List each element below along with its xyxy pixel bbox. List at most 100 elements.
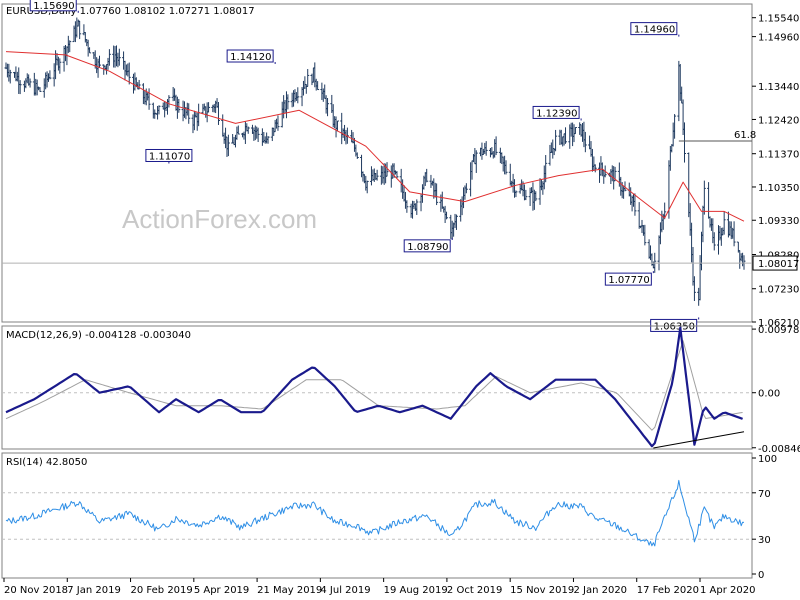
ohlc-bar bbox=[216, 102, 220, 125]
price-annotation-label: 1.15690 bbox=[33, 1, 74, 12]
ohlc-bar bbox=[385, 162, 389, 177]
rsi-tick-label: 100 bbox=[758, 454, 777, 465]
x-tick-label: 20 Nov 2018 bbox=[4, 585, 68, 596]
ohlc-bar bbox=[643, 224, 647, 246]
macd-tick-label: 0.00 bbox=[758, 389, 780, 400]
ohlc-bar bbox=[732, 221, 736, 247]
price-tick-label: 1.06210 bbox=[758, 318, 799, 329]
price-annotation-box bbox=[29, 0, 77, 12]
rsi-panel: RSI(14) 42.8050 100 70 30 0 bbox=[1, 452, 777, 581]
ohlc-bar bbox=[554, 129, 558, 152]
ohlc-bar bbox=[296, 87, 300, 104]
ohlc-bar bbox=[48, 70, 52, 80]
price-header: EURUSD,Daily 1.07760 1.08102 1.07271 1.0… bbox=[6, 6, 255, 17]
x-tick-label: 17 Feb 2020 bbox=[637, 585, 699, 596]
macd-layer: 0.00978 0.00 -0.008464 bbox=[2, 325, 800, 455]
price-low: 1.07271 bbox=[169, 6, 210, 17]
macd-trendline bbox=[653, 431, 745, 449]
macd-tick-label: -0.008464 bbox=[758, 444, 800, 455]
ohlc-bar bbox=[38, 87, 42, 92]
ohlc-bar bbox=[18, 80, 22, 95]
x-tick-label: 2 Jan 2020 bbox=[573, 585, 627, 596]
ohlc-bar bbox=[712, 232, 716, 251]
price-tick-label: 1.13440 bbox=[758, 82, 799, 93]
price-tick-label: 1.12420 bbox=[758, 115, 799, 126]
price-annotation-box bbox=[650, 318, 698, 332]
ohlc-bar bbox=[187, 103, 191, 124]
ohlc-bar bbox=[663, 202, 667, 220]
price-annotation-label: 1.14120 bbox=[230, 52, 271, 63]
price-open: 1.07760 bbox=[80, 6, 121, 17]
ohlc-bar bbox=[702, 180, 706, 215]
rsi-line bbox=[5, 479, 745, 547]
price-annotation-label: 1.14960 bbox=[634, 25, 675, 36]
price-annotation-box bbox=[145, 148, 193, 162]
x-tick-label: 19 Aug 2019 bbox=[384, 585, 448, 596]
price-high: 1.08102 bbox=[124, 6, 165, 17]
price-panel-frame bbox=[1, 3, 753, 323]
price-annotation-label: 1.06350 bbox=[654, 321, 695, 332]
ohlc-bar bbox=[494, 136, 498, 156]
ohlc-bar bbox=[564, 127, 568, 144]
ohlc-bar bbox=[78, 20, 82, 40]
rsi-tick-label: 30 bbox=[758, 535, 771, 546]
price-annotation-label: 1.08790 bbox=[407, 242, 448, 253]
price-panel: EURUSD,Daily 1.07760 1.08102 1.07271 1.0… bbox=[1, 0, 799, 332]
x-tick-label: 4 Jul 2019 bbox=[320, 585, 370, 596]
price-layer: 1.15540 1.14960 1.13440 1.12420 1.11370 1.103… bbox=[2, 0, 799, 332]
price-symbol: EURUSD,Daily bbox=[6, 6, 77, 17]
ohlc-bar bbox=[326, 97, 330, 117]
ohlc-bar bbox=[464, 183, 468, 194]
price-tick-label: 1.10350 bbox=[758, 183, 799, 194]
price-tick-label: 1.07230 bbox=[758, 285, 799, 296]
ohlc-bar bbox=[28, 78, 32, 88]
price-tick-label: 1.09330 bbox=[758, 216, 799, 227]
ohlc-bar bbox=[415, 199, 419, 215]
ohlc-bar bbox=[88, 47, 92, 54]
ohlc-bar bbox=[97, 55, 101, 68]
x-tick-label: 5 Apr 2019 bbox=[194, 585, 249, 596]
ohlc-bar bbox=[316, 81, 320, 91]
fib-level-label: 61.8 bbox=[734, 130, 756, 141]
price-annotation-box bbox=[532, 105, 580, 119]
ohlc-bar bbox=[256, 127, 260, 143]
ohlc-bar bbox=[58, 58, 62, 74]
x-tick-label: 7 Jan 2019 bbox=[67, 585, 121, 596]
ohlc-bar bbox=[355, 152, 359, 159]
ohlc-bar bbox=[534, 191, 538, 202]
ohlc-bar bbox=[157, 105, 161, 115]
ohlc-bar bbox=[544, 155, 548, 183]
ohlc-bar bbox=[395, 171, 399, 178]
moving-average-line bbox=[5, 51, 745, 222]
ohlc-bar bbox=[623, 181, 627, 192]
ohlc-bar bbox=[167, 95, 171, 108]
ohlc-bar bbox=[107, 49, 111, 66]
rsi-tick-label: 70 bbox=[758, 489, 771, 500]
price-annotation-box bbox=[226, 49, 274, 63]
ohlc-bar bbox=[286, 94, 290, 110]
ohlc-bar bbox=[117, 48, 121, 66]
ohlc-bar bbox=[425, 168, 429, 183]
ohlc-bar bbox=[365, 180, 369, 194]
macd-name: MACD(12,26,9) bbox=[6, 330, 82, 341]
x-tick-label: 20 Feb 2019 bbox=[131, 585, 193, 596]
price-annotation-label: 1.07770 bbox=[608, 275, 649, 286]
price-annotation-box bbox=[630, 22, 678, 36]
macd-header: MACD(12,26,9) -0.004128 -0.003040 bbox=[6, 330, 191, 341]
price-annotation-label: 1.12390 bbox=[536, 108, 577, 119]
ohlc-bar bbox=[673, 114, 677, 139]
macd-signal-value: -0.003040 bbox=[140, 330, 191, 341]
x-tick-label: 21 May 2019 bbox=[257, 585, 322, 596]
ohlc-bar bbox=[722, 211, 726, 235]
price-tick-label: 1.15540 bbox=[758, 14, 799, 25]
rsi-panel-frame bbox=[1, 452, 753, 579]
ohlc-bar bbox=[276, 115, 280, 131]
x-axis: 20 Nov 2018 7 Jan 2019 20 Feb 2019 5 Apr 20… bbox=[3, 578, 755, 596]
ohlc-bar bbox=[573, 127, 577, 135]
ohlc-bar bbox=[68, 40, 72, 53]
price-annotation-box bbox=[604, 272, 652, 286]
price-annotation-label: 1.11070 bbox=[149, 151, 190, 162]
ohlc-bar bbox=[335, 120, 339, 132]
